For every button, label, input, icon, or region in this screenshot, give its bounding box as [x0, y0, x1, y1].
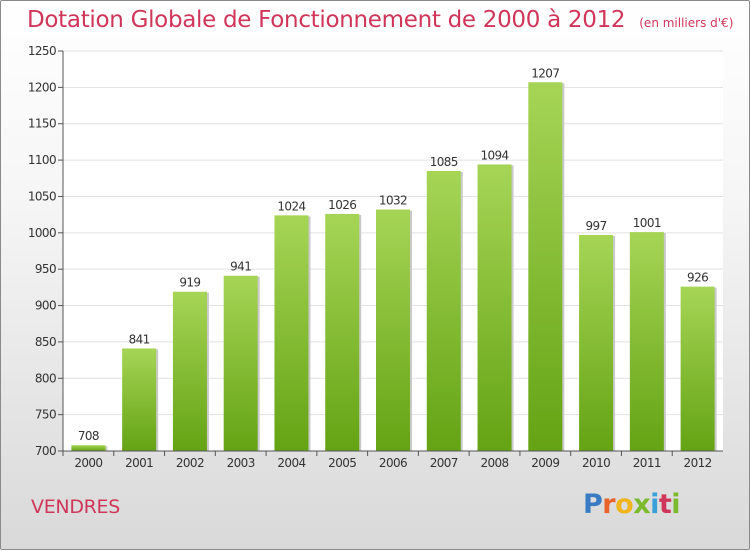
- y-tick-label: 700: [35, 444, 56, 458]
- proxiti-logo: Proxiti: [583, 489, 681, 520]
- x-tick-label: 2002: [176, 456, 204, 470]
- bar: [528, 82, 563, 451]
- bar: [426, 171, 461, 451]
- x-tick-label: 2007: [430, 456, 458, 470]
- x-tick-label: 2005: [328, 456, 356, 470]
- bar-value-label: 1032: [379, 194, 407, 208]
- logo-letter: i: [650, 489, 659, 520]
- bar: [629, 232, 664, 451]
- bar-value-label: 1085: [430, 155, 458, 169]
- logo-letter: t: [658, 489, 672, 520]
- y-tick-label: 1150: [28, 117, 56, 131]
- y-tick-label: 750: [35, 408, 56, 422]
- bar-value-label: 997: [586, 219, 607, 233]
- bar-value-label: 926: [687, 271, 708, 285]
- y-tick-label: 1250: [28, 44, 56, 58]
- bar: [477, 164, 512, 452]
- y-tick-label: 1050: [28, 189, 56, 203]
- x-tick-label: 2006: [379, 456, 407, 470]
- y-tick-label: 1200: [28, 80, 56, 94]
- bar: [680, 286, 715, 451]
- y-tick-label: 950: [35, 262, 56, 276]
- bar-value-label: 1026: [328, 198, 356, 212]
- bar-value-label: 1024: [277, 199, 305, 213]
- logo-letter: i: [671, 489, 681, 520]
- bar-value-label: 941: [230, 260, 251, 274]
- x-tick-label: 2001: [125, 456, 153, 470]
- chart-title-text: Dotation Globale de Fonctionnement de 20…: [27, 7, 626, 33]
- bar: [274, 215, 309, 451]
- bar: [579, 235, 614, 451]
- bar: [223, 275, 258, 451]
- bar: [71, 445, 106, 451]
- axes: 700 750 800 850 900 950 1000 1050 1100 1150 1200 12…: [28, 44, 723, 470]
- bar-value-label: 1001: [633, 216, 661, 230]
- bar: [325, 213, 360, 451]
- bars: 708 841 919 941 1024 1026 1032 1085 1094 1207 997 1…: [71, 66, 717, 452]
- x-tick-label: 2009: [531, 456, 559, 470]
- place-name: VENDRES: [31, 496, 121, 518]
- bar-value-label: 1094: [480, 148, 508, 162]
- logo-letter: x: [633, 489, 651, 520]
- y-tick-label: 850: [35, 335, 56, 349]
- logo-letter: P: [583, 489, 603, 520]
- bar-value-label: 841: [129, 332, 150, 346]
- logo-letter: r: [602, 489, 616, 520]
- bar: [376, 209, 410, 451]
- y-tick-label: 900: [35, 299, 56, 313]
- x-tick-label: 2003: [227, 456, 255, 470]
- bar: [122, 348, 157, 451]
- x-tick-label: 2004: [277, 456, 305, 470]
- bar: [172, 291, 207, 451]
- bar-value-label: 708: [78, 429, 99, 443]
- y-tick-label: 1000: [28, 226, 56, 240]
- x-tick-label: 2000: [74, 456, 102, 470]
- x-tick-label: 2008: [480, 456, 508, 470]
- y-tick-label: 800: [35, 371, 56, 385]
- chart-subtitle: (en milliers d'€): [639, 16, 734, 30]
- x-tick-label: 2010: [582, 456, 610, 470]
- chart-title: Dotation Globale de Fonctionnement de 20…: [27, 7, 733, 33]
- x-tick-label: 2011: [633, 456, 661, 470]
- y-tick-label: 1100: [28, 153, 56, 167]
- x-tick-label: 2012: [684, 456, 712, 470]
- bar-value-label: 1207: [531, 66, 559, 80]
- logo-letter: o: [615, 489, 634, 520]
- bar-value-label: 919: [179, 276, 200, 290]
